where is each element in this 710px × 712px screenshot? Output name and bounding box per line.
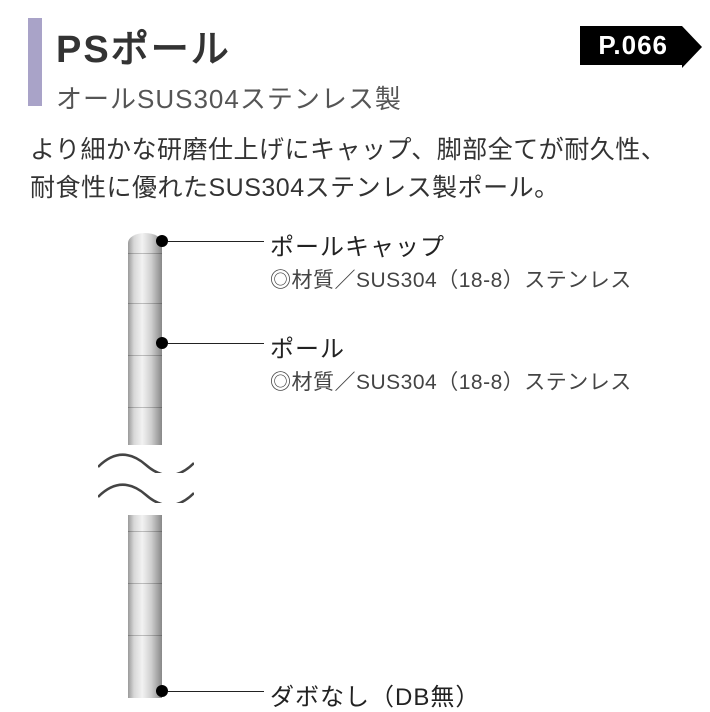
page-badge: P.066	[580, 26, 682, 65]
page-subtitle: オールSUS304ステンレス製	[56, 79, 682, 116]
callout-dot	[156, 685, 168, 697]
pole-groove	[128, 635, 162, 636]
header-row: PSポール P.066 オールSUS304ステンレス製	[0, 0, 710, 116]
title-block: PSポール P.066 オールSUS304ステンレス製	[56, 18, 682, 116]
callout-title: ダボなし（DB無）	[270, 677, 480, 712]
callout-dot	[156, 337, 168, 349]
pole-groove	[128, 531, 162, 532]
description-text: より細かな研磨仕上げにキャップ、脚部全てが耐久性、耐食性に優れたSUS304ステ…	[0, 116, 710, 207]
break-wave-icon	[98, 483, 194, 503]
pole-groove	[128, 253, 162, 254]
callout-title: ポール	[270, 329, 632, 364]
page-title: PSポール	[56, 18, 231, 73]
accent-bar	[28, 18, 42, 106]
callout-dot	[156, 235, 168, 247]
pole-diagram: ポールキャップ ◎材質／SUS304（18-8）ステンレス ポール ◎材質／SU…	[0, 225, 710, 705]
pole-groove	[128, 303, 162, 304]
break-wave-icon	[98, 453, 194, 473]
pole-lower-segment	[128, 503, 162, 698]
title-row: PSポール P.066	[56, 18, 682, 73]
callout-leader	[168, 343, 264, 344]
callout-sub: ◎材質／SUS304（18-8）ステンレス	[270, 366, 632, 396]
pole-groove	[128, 407, 162, 408]
callout-label: ダボなし（DB無）	[270, 677, 480, 712]
pole-groove	[128, 355, 162, 356]
pole-groove	[128, 583, 162, 584]
callout-leader	[168, 691, 264, 692]
callout-label: ポール ◎材質／SUS304（18-8）ステンレス	[270, 329, 632, 396]
callout-label: ポールキャップ ◎材質／SUS304（18-8）ステンレス	[270, 227, 632, 294]
callout-leader	[168, 241, 264, 242]
callout-title: ポールキャップ	[270, 227, 632, 262]
callout-sub: ◎材質／SUS304（18-8）ステンレス	[270, 264, 632, 294]
